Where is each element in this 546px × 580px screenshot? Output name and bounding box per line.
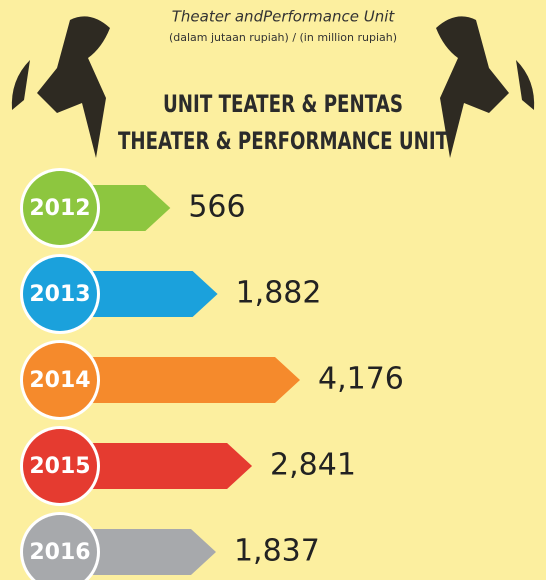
bar: [80, 443, 253, 489]
category-label: 2012: [29, 196, 90, 221]
puppet-left: [11, 16, 110, 158]
category-label: 2013: [29, 282, 90, 307]
bar: [80, 185, 171, 231]
chart-title: UNIT TEATER & PENTAS: [163, 90, 403, 118]
year-badge-fill: [23, 171, 97, 245]
category-label: 2014: [29, 368, 90, 393]
year-badge-fill: [23, 515, 97, 580]
value-label: 566: [188, 190, 245, 225]
value-label: 1,837: [234, 534, 320, 569]
puppet-right: [436, 16, 535, 158]
category-label: 2016: [29, 540, 90, 565]
unit-note: (dalam jutaan rupiah) / (in million rupi…: [169, 31, 397, 44]
year-badge-fill: [23, 343, 97, 417]
value-label: 1,882: [236, 276, 322, 311]
value-label: 4,176: [318, 362, 404, 397]
year-badge-fill: [23, 257, 97, 331]
bar: [80, 529, 216, 575]
year-badge-fill: [23, 429, 97, 503]
bar: [80, 271, 218, 317]
chart-subtitle: THEATER & PERFORMANCE UNIT: [118, 127, 448, 155]
bar: [80, 357, 300, 403]
header: Theater andPerformance Unit: [172, 8, 396, 26]
category-label: 2015: [29, 454, 90, 479]
value-label: 2,841: [270, 448, 356, 483]
